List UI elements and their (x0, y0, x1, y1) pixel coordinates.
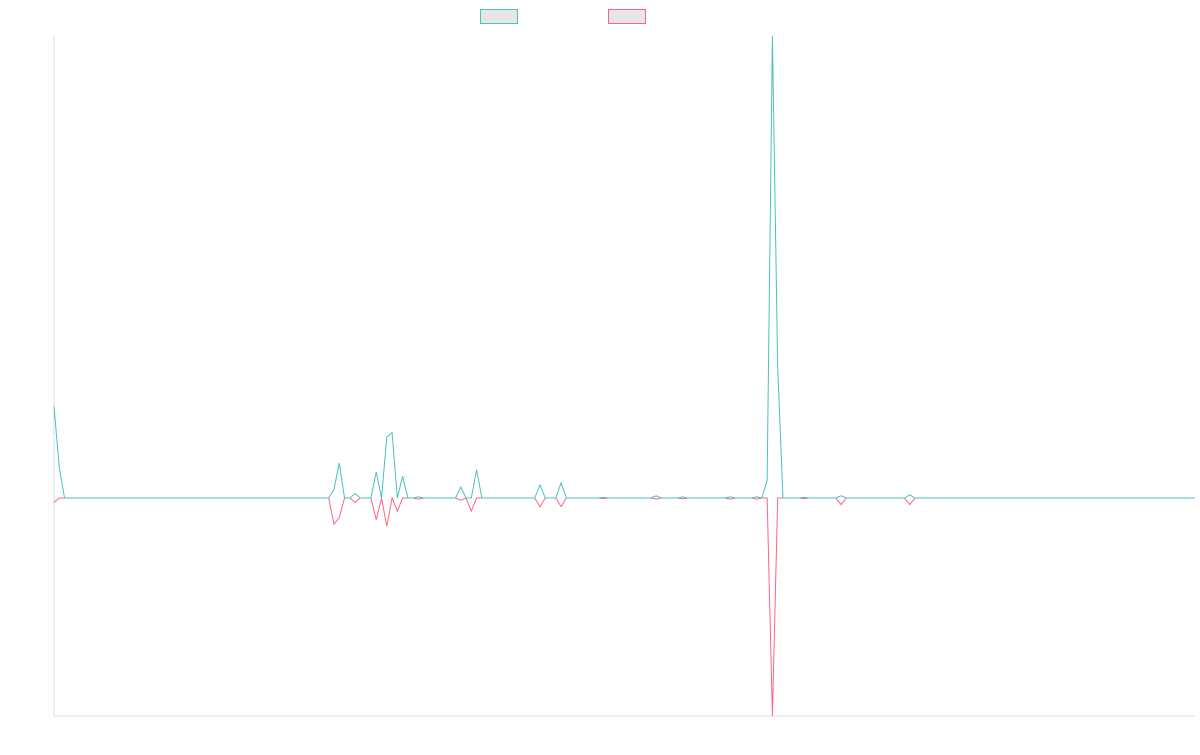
legend (480, 9, 652, 24)
legend-item-series-b[interactable] (608, 9, 652, 24)
legend-item-series-a[interactable] (480, 9, 524, 24)
series-b-line (53, 496, 1195, 717)
legend-swatch-series-a (480, 9, 518, 24)
series-a-line (53, 35, 1195, 499)
legend-swatch-series-b (608, 9, 646, 24)
